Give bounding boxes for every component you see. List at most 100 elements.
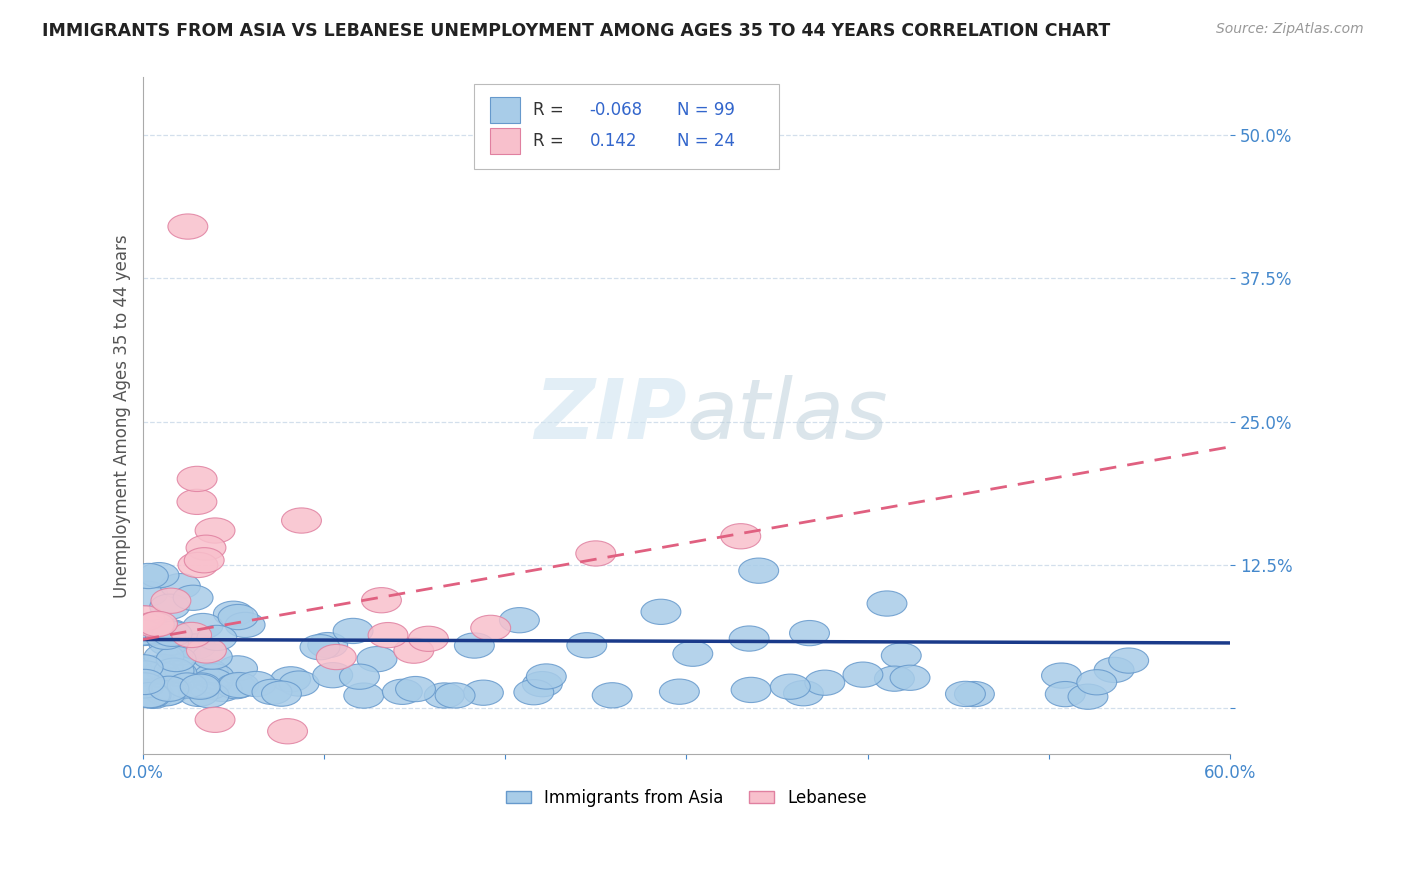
Ellipse shape xyxy=(316,644,356,670)
Ellipse shape xyxy=(499,607,540,632)
Ellipse shape xyxy=(125,606,165,631)
Ellipse shape xyxy=(339,664,380,690)
Ellipse shape xyxy=(195,707,235,732)
Ellipse shape xyxy=(955,681,994,706)
Ellipse shape xyxy=(181,673,221,698)
Ellipse shape xyxy=(167,214,208,239)
FancyBboxPatch shape xyxy=(474,84,779,169)
Ellipse shape xyxy=(434,683,475,708)
Ellipse shape xyxy=(1042,663,1081,689)
Ellipse shape xyxy=(471,615,510,640)
Ellipse shape xyxy=(731,677,770,703)
Ellipse shape xyxy=(149,631,188,656)
Ellipse shape xyxy=(125,669,165,695)
Text: N = 24: N = 24 xyxy=(676,132,734,150)
Ellipse shape xyxy=(218,656,257,681)
Ellipse shape xyxy=(368,623,408,648)
Ellipse shape xyxy=(738,558,779,583)
Ellipse shape xyxy=(160,574,200,599)
Ellipse shape xyxy=(177,489,217,515)
Ellipse shape xyxy=(395,676,436,702)
Ellipse shape xyxy=(146,681,186,706)
Ellipse shape xyxy=(641,599,681,624)
Ellipse shape xyxy=(128,564,169,589)
Ellipse shape xyxy=(357,647,396,672)
Ellipse shape xyxy=(184,548,224,573)
Ellipse shape xyxy=(945,681,986,706)
Ellipse shape xyxy=(138,611,177,637)
Ellipse shape xyxy=(882,643,921,668)
Ellipse shape xyxy=(513,680,554,705)
Ellipse shape xyxy=(157,661,197,686)
Ellipse shape xyxy=(225,612,266,638)
FancyBboxPatch shape xyxy=(489,128,520,154)
Ellipse shape xyxy=(188,659,228,684)
Ellipse shape xyxy=(190,682,229,707)
Ellipse shape xyxy=(152,675,191,701)
Ellipse shape xyxy=(312,663,353,688)
Ellipse shape xyxy=(790,621,830,646)
Ellipse shape xyxy=(135,612,174,637)
Ellipse shape xyxy=(868,591,907,616)
Ellipse shape xyxy=(214,601,253,626)
Ellipse shape xyxy=(128,582,167,607)
Ellipse shape xyxy=(150,620,191,645)
Ellipse shape xyxy=(125,673,165,698)
Ellipse shape xyxy=(172,623,211,648)
Ellipse shape xyxy=(141,662,180,687)
Ellipse shape xyxy=(187,638,226,663)
Ellipse shape xyxy=(523,672,562,697)
Ellipse shape xyxy=(150,588,191,614)
Text: atlas: atlas xyxy=(686,376,889,457)
Text: R =: R = xyxy=(533,101,569,119)
FancyBboxPatch shape xyxy=(489,97,520,123)
Ellipse shape xyxy=(156,647,195,672)
Ellipse shape xyxy=(1109,648,1149,673)
Ellipse shape xyxy=(361,588,401,613)
Ellipse shape xyxy=(194,664,233,689)
Ellipse shape xyxy=(409,626,449,651)
Ellipse shape xyxy=(177,467,217,491)
Ellipse shape xyxy=(122,620,163,645)
Ellipse shape xyxy=(176,634,215,659)
Ellipse shape xyxy=(394,638,433,664)
Ellipse shape xyxy=(721,524,761,549)
Ellipse shape xyxy=(146,624,186,649)
Ellipse shape xyxy=(155,658,194,683)
Ellipse shape xyxy=(262,681,301,706)
Ellipse shape xyxy=(129,682,170,707)
Ellipse shape xyxy=(1077,670,1116,695)
Ellipse shape xyxy=(875,666,914,691)
Ellipse shape xyxy=(308,632,347,657)
Ellipse shape xyxy=(197,625,236,650)
Ellipse shape xyxy=(186,535,226,560)
Ellipse shape xyxy=(526,664,567,690)
Ellipse shape xyxy=(236,672,276,697)
Ellipse shape xyxy=(267,719,308,744)
Ellipse shape xyxy=(179,552,218,578)
Ellipse shape xyxy=(125,620,165,646)
Ellipse shape xyxy=(1069,684,1108,709)
Ellipse shape xyxy=(179,681,218,706)
Ellipse shape xyxy=(217,673,256,698)
Ellipse shape xyxy=(271,666,311,692)
Ellipse shape xyxy=(124,655,163,680)
Ellipse shape xyxy=(125,661,166,686)
Text: Source: ZipAtlas.com: Source: ZipAtlas.com xyxy=(1216,22,1364,37)
Ellipse shape xyxy=(149,680,188,705)
Ellipse shape xyxy=(149,676,188,701)
Ellipse shape xyxy=(576,541,616,566)
Ellipse shape xyxy=(136,656,176,681)
Ellipse shape xyxy=(382,679,422,705)
Ellipse shape xyxy=(783,681,824,706)
Ellipse shape xyxy=(134,683,174,708)
Ellipse shape xyxy=(730,626,769,651)
Ellipse shape xyxy=(193,669,233,694)
Ellipse shape xyxy=(844,662,883,687)
Ellipse shape xyxy=(143,655,183,680)
Ellipse shape xyxy=(202,676,242,701)
Ellipse shape xyxy=(464,680,503,706)
Ellipse shape xyxy=(139,563,179,588)
Ellipse shape xyxy=(454,633,495,658)
Y-axis label: Unemployment Among Ages 35 to 44 years: Unemployment Among Ages 35 to 44 years xyxy=(114,234,131,598)
